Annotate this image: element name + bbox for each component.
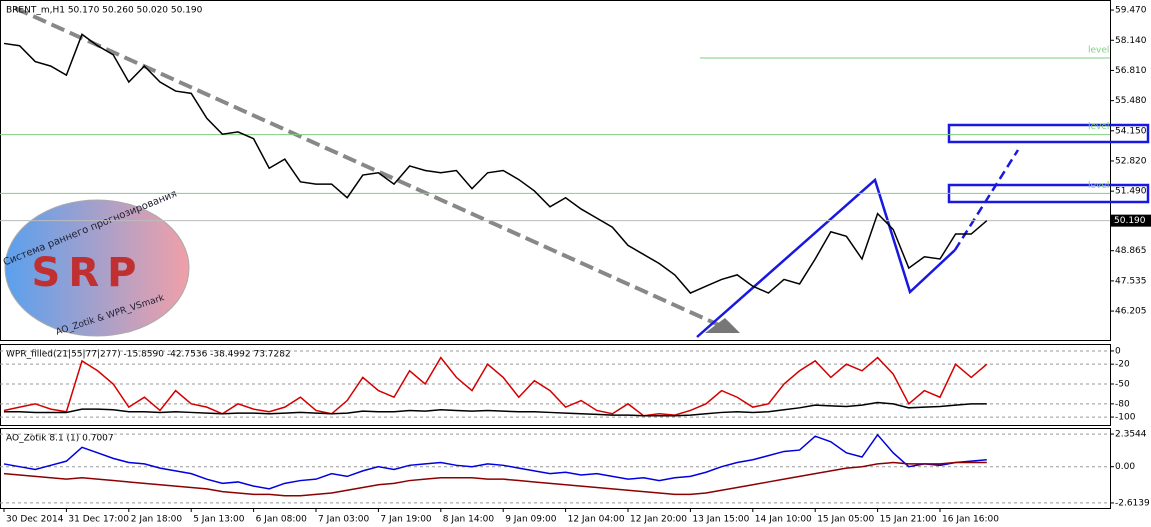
x-tick-label: 12 Jan 04:00 (568, 515, 625, 525)
x-tick-label: 5 Jan 13:00 (193, 515, 245, 525)
last-price-box (1111, 214, 1151, 227)
wave-line (696, 177, 956, 338)
x-tick-label: 31 Dec 17:00 (68, 515, 129, 525)
y-tick-label: -80 (1115, 399, 1130, 409)
x-tick-label: 2 Jan 18:00 (131, 515, 183, 525)
y-tick-label: 55.480 (1115, 96, 1147, 106)
y-tick-label: 46.205 (1115, 307, 1147, 317)
wpr-pane (0, 344, 1111, 426)
x-tick-label: 16 Jan 16:00 (942, 515, 999, 525)
y-tick-label: -2.6139 (1115, 498, 1150, 508)
series-line (3, 33, 988, 294)
x-tick-label: 7 Jan 03:00 (318, 515, 370, 525)
x-tick-label: 8 Jan 14:00 (443, 515, 495, 525)
trend-line (14, 6, 731, 332)
x-tick-label: 30 Dec 2014 (6, 515, 64, 525)
target-box (947, 123, 1150, 144)
y-tick-label: 56.810 (1115, 66, 1147, 76)
x-tick-label: 7 Jan 19:00 (380, 515, 432, 525)
y-tick-label: 0 (1115, 346, 1121, 356)
series-line (3, 433, 987, 490)
y-tick-label: 58.140 (1115, 36, 1147, 46)
series-line (4, 401, 987, 417)
ao-pane (0, 428, 1111, 509)
y-tick-label: 2.3544 (1115, 430, 1147, 440)
y-tick-label: 54.150 (1115, 126, 1147, 136)
projection-line (953, 149, 1020, 251)
logo: Система раннего прогнозирования SRP AO_Z… (2, 188, 190, 338)
y-tick-label: -50 (1115, 380, 1130, 390)
y-tick-label: 0.00 (1115, 462, 1135, 472)
main-pane (0, 0, 1111, 341)
logo-name: SRP (32, 250, 145, 296)
level-label: level (1088, 122, 1109, 132)
y-tick-label: -100 (1115, 413, 1136, 423)
y-tick-label: 47.535 (1115, 276, 1147, 286)
x-tick-label: 6 Jan 08:00 (256, 515, 308, 525)
trend-arrow (705, 318, 740, 333)
x-tick-label: 9 Jan 09:00 (505, 515, 557, 525)
series-line (3, 356, 988, 417)
y-tick-label: 52.820 (1115, 156, 1147, 166)
last-price-label: 50.190 (1114, 216, 1146, 226)
level-label: level (1088, 181, 1109, 191)
y-tick-label: -20 (1115, 360, 1130, 370)
x-tick-label: 13 Jan 15:00 (692, 515, 749, 525)
logo-ellipse (4, 199, 190, 337)
y-tick-label: 59.470 (1115, 6, 1147, 16)
pane-title: AO_Zotik 8.1 (1) 0.7007 (6, 434, 114, 444)
y-tick-label: 48.865 (1115, 246, 1147, 256)
series-line (3, 461, 987, 497)
y-tick-label: 51.490 (1115, 187, 1147, 197)
x-tick-label: 14 Jan 10:00 (755, 515, 812, 525)
x-tick-label: 12 Jan 20:00 (630, 515, 687, 525)
pane-title: BRENT_m,H1 50.170 50.260 50.020 50.190 (6, 6, 203, 16)
level-label: level (1088, 45, 1109, 55)
x-tick-label: 15 Jan 05:00 (817, 515, 874, 525)
x-tick-label: 15 Jan 21:00 (880, 515, 937, 525)
pane-title: WPR_filled(21|55|77|277) -15.8590 -42.75… (6, 350, 291, 360)
